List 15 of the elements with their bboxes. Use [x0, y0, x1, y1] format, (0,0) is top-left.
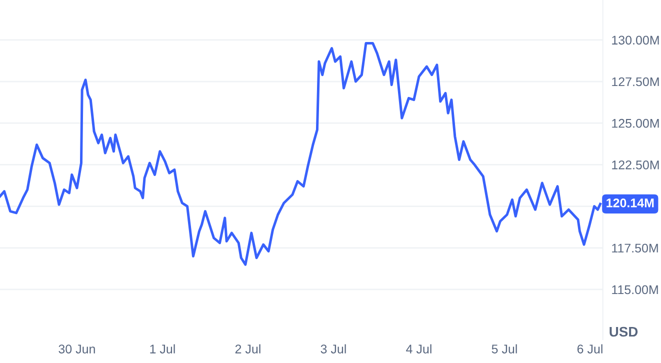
x-tick-label: 6 Jul: [577, 344, 602, 354]
y-tick-label: 115.00M: [612, 285, 658, 294]
x-tick-label: 30 Jun: [58, 344, 95, 354]
x-tick-label: 3 Jul: [320, 344, 346, 354]
x-tick-label: 2 Jul: [235, 344, 260, 354]
y-tick-label: 122.50M: [612, 160, 659, 170]
y-tick-label: 117.50M: [612, 244, 658, 253]
x-tick-label: 1 Jul: [150, 344, 175, 354]
x-tick-label: 4 Jul: [406, 344, 432, 354]
y-tick-label: 125.00M: [612, 118, 659, 128]
y-tick-label: 127.50M: [612, 77, 659, 86]
annotation: 120.14M: [606, 198, 654, 208]
y-tick-label: 130.00M: [612, 36, 659, 45]
y-axis-title: USD: [610, 326, 638, 337]
x-tick-label: 5 Jul: [492, 344, 517, 354]
